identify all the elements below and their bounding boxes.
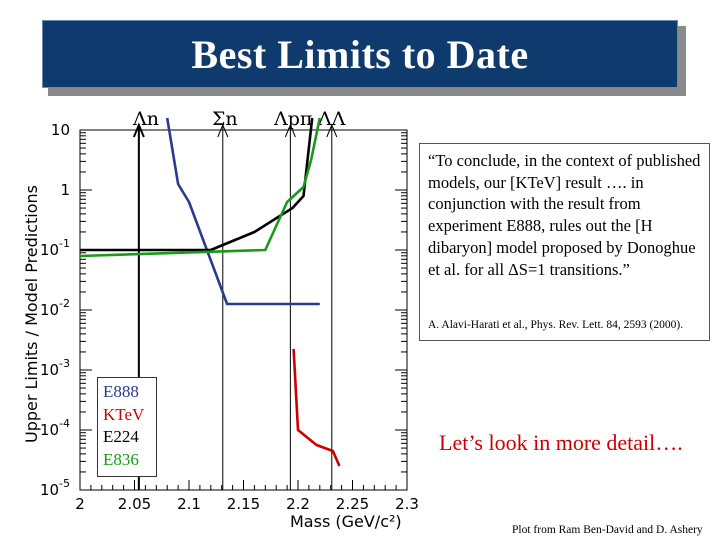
threshold-label-sigma-n: Σn bbox=[212, 108, 238, 130]
detail-text: Let’s look in more detail…. bbox=[439, 430, 683, 455]
quote-citation: A. Alavi-Harati et al., Phys. Rev. Lett.… bbox=[428, 319, 684, 331]
series-line-e888 bbox=[165, 117, 320, 306]
y-tick-label-3: 10-2 bbox=[40, 297, 70, 319]
legend-entry-e836: E836 bbox=[103, 449, 139, 469]
y-tick-label-4: 10-1 bbox=[40, 237, 70, 259]
x-tick-label-4: 2.2 bbox=[286, 495, 310, 513]
y-tick-label-5: 1 bbox=[60, 181, 70, 199]
threshold-label-lambda-lambda: ΛΛ bbox=[318, 108, 346, 130]
threshold-arrow-1 bbox=[217, 123, 229, 138]
series-line-ktev bbox=[292, 348, 341, 467]
credit-text: Plot from Ram Ben-David and D. Ashery bbox=[512, 524, 703, 536]
y-tick-label-0: 10-5 bbox=[40, 477, 70, 499]
x-tick-label-0: 2 bbox=[75, 495, 85, 513]
quote-box: “To conclude, in the context of publishe… bbox=[419, 143, 710, 341]
quote-text: “To conclude, in the context of publishe… bbox=[428, 151, 701, 279]
y-tick-label-1: 10-4 bbox=[40, 417, 70, 439]
series-line-e224 bbox=[80, 117, 314, 252]
threshold-arrow-3 bbox=[326, 123, 338, 138]
y-tick-label-2: 10-3 bbox=[40, 357, 70, 379]
x-tick-label-1: 2.05 bbox=[118, 495, 151, 513]
threshold-label-lambda-p-pi: Λpπ bbox=[274, 108, 313, 130]
series-line-e836 bbox=[79, 117, 322, 258]
legend-entry-e888: E888 bbox=[103, 382, 139, 401]
y-axis-label: Upper Limits / Model Predictions bbox=[22, 185, 41, 443]
legend-entry-ktev: KTeV bbox=[103, 404, 145, 424]
x-tick-label-6: 2.3 bbox=[395, 495, 419, 513]
x-axis-label: Mass (GeV/c²) bbox=[290, 512, 402, 531]
x-tick-label-5: 2.25 bbox=[336, 495, 369, 513]
y-tick-label-6: 10 bbox=[51, 121, 70, 139]
threshold-arrow-2 bbox=[284, 123, 296, 138]
x-tick-label-2: 2.1 bbox=[177, 495, 201, 513]
threshold-arrow-0 bbox=[132, 122, 145, 138]
legend-entry-e224: E224 bbox=[103, 427, 139, 446]
legend-box: E888 KTeV E224 E836 bbox=[97, 377, 157, 477]
title-banner: Best Limits to Date bbox=[42, 20, 678, 88]
x-tick-label-3: 2.15 bbox=[227, 495, 260, 513]
page-title: Best Limits to Date bbox=[191, 31, 529, 77]
